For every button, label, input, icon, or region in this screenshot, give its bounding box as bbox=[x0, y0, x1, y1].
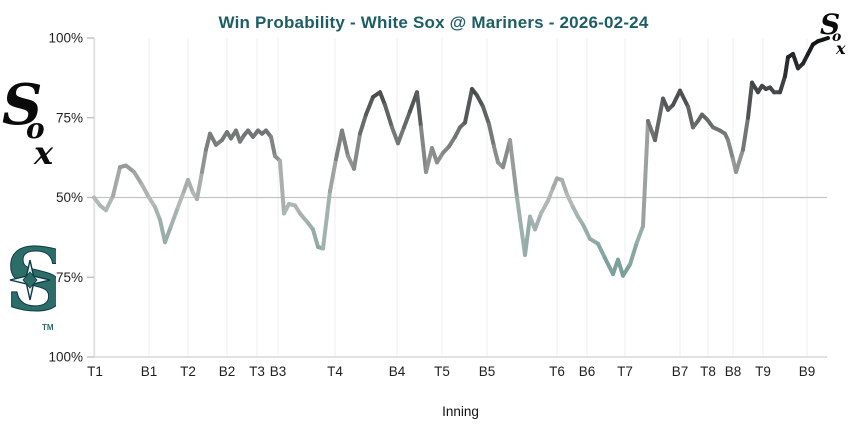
mariners-letter-s: S bbox=[5, 238, 56, 331]
x-tick-label: B9 bbox=[799, 364, 816, 379]
mariners-trademark: TM bbox=[42, 323, 54, 332]
sox-letter-x: x bbox=[33, 134, 54, 172]
compass-rose-center bbox=[22, 271, 38, 289]
x-tick-label: B1 bbox=[141, 364, 158, 379]
svg-text:S: S bbox=[820, 12, 840, 41]
svg-text:o: o bbox=[832, 29, 841, 45]
chart-title: Win Probability - White Sox @ Mariners -… bbox=[218, 13, 649, 32]
x-tick-label: B2 bbox=[219, 364, 236, 379]
mariners-logo-icon: S TM bbox=[5, 238, 57, 332]
x-tick-label: B5 bbox=[479, 364, 496, 379]
white-sox-logo: S o x bbox=[2, 80, 58, 172]
y-tick-label: 50% bbox=[56, 190, 83, 205]
x-tick-label: T4 bbox=[327, 364, 343, 379]
mariners-logo: S TM bbox=[4, 238, 57, 334]
line-end-white-sox-logo: S o x bbox=[813, 12, 855, 58]
x-tick-label: B8 bbox=[725, 364, 742, 379]
x-axis-ticks: T1 B1 T2 B2 T3 B3 T4 B4 T5 B5 T6 B6 T7 B7 T8 B8 T9 B9 bbox=[87, 364, 815, 379]
y-tick-label: 75% bbox=[56, 270, 83, 285]
x-axis-title: Inning bbox=[442, 404, 479, 419]
win-probability-line bbox=[92, 36, 830, 278]
x-tick-label: T7 bbox=[617, 364, 633, 379]
x-tick-label: T6 bbox=[549, 364, 565, 379]
x-tick-label: T5 bbox=[434, 364, 450, 379]
y-tick-label: 75% bbox=[56, 110, 83, 125]
x-tick-label: T2 bbox=[180, 364, 196, 379]
x-tick-label: T1 bbox=[87, 364, 103, 379]
line-end-white-sox-icon: S o x bbox=[820, 12, 846, 58]
sox-letter-s: S bbox=[2, 80, 42, 138]
x-tick-label: B4 bbox=[389, 364, 406, 379]
svg-text:x: x bbox=[835, 39, 846, 58]
x-tick-label: B6 bbox=[579, 364, 596, 379]
x-tick-label: T8 bbox=[700, 364, 716, 379]
y-tick-label: 100% bbox=[48, 31, 83, 46]
x-tick-label: B3 bbox=[270, 364, 287, 379]
y-axis-ticks: 100% 75% 50% 75% 100% bbox=[48, 31, 94, 365]
y-tick-label: 100% bbox=[48, 350, 83, 365]
x-tick-label: B7 bbox=[672, 364, 689, 379]
x-tick-label: T9 bbox=[755, 364, 771, 379]
sox-letter-o: o bbox=[26, 112, 45, 145]
white-sox-logo-icon: S o x bbox=[2, 80, 54, 172]
x-tick-label: T3 bbox=[249, 364, 265, 379]
